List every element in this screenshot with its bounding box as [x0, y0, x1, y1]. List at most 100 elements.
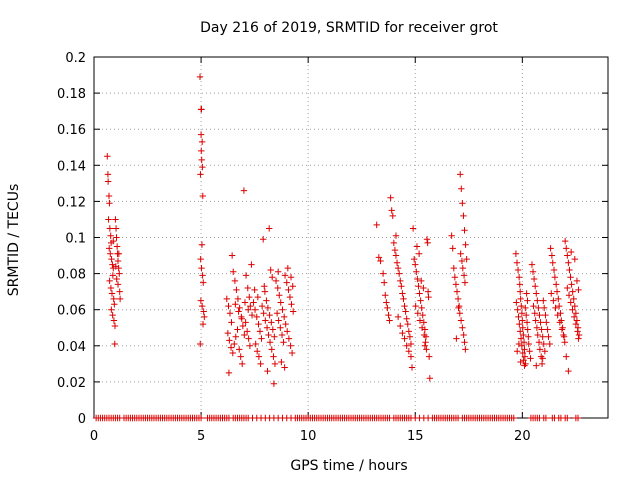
data-point — [104, 171, 112, 178]
data-point — [460, 212, 467, 220]
data-point — [405, 348, 413, 355]
data-point — [198, 147, 205, 155]
data-point — [569, 288, 576, 295]
data-point — [417, 297, 424, 304]
data-point — [530, 302, 537, 310]
data-point — [258, 302, 266, 310]
data-point — [415, 250, 423, 257]
data-point — [236, 346, 243, 353]
data-point — [107, 284, 115, 292]
data-point — [518, 302, 525, 310]
data-point — [536, 346, 544, 353]
data-point — [540, 340, 547, 348]
data-point — [418, 304, 425, 312]
data-point — [458, 257, 466, 265]
data-point — [259, 236, 267, 243]
data-point — [517, 358, 524, 366]
data-point — [413, 268, 420, 275]
data-point — [240, 187, 248, 194]
data-point — [268, 319, 275, 326]
data-point — [268, 346, 275, 353]
data-point — [540, 304, 548, 312]
data-point — [564, 252, 571, 259]
y-tick-label: 0.08 — [57, 268, 86, 283]
data-point — [237, 353, 244, 360]
data-point — [224, 329, 232, 337]
data-point — [453, 288, 461, 295]
data-point — [116, 288, 123, 295]
data-point — [197, 414, 205, 422]
data-point — [198, 138, 206, 146]
data-point — [449, 245, 456, 252]
x-tick-label: 0 — [90, 429, 98, 444]
data-point — [393, 259, 401, 266]
data-point — [404, 320, 411, 328]
data-point — [546, 340, 553, 348]
data-point — [526, 348, 533, 355]
data-point — [271, 360, 279, 368]
data-point — [278, 358, 285, 366]
data-point — [228, 319, 235, 326]
data-point — [106, 225, 114, 232]
data-point — [513, 299, 520, 306]
data-point — [199, 163, 206, 171]
data-point — [527, 355, 534, 362]
data-point — [383, 299, 390, 306]
data-point — [537, 319, 544, 326]
data-point — [534, 297, 541, 304]
data-point — [520, 338, 528, 346]
data-point — [226, 310, 234, 317]
data-point — [273, 310, 281, 317]
data-point — [114, 257, 122, 265]
data-point — [542, 414, 550, 422]
data-point — [254, 293, 262, 301]
data-point — [379, 270, 387, 277]
data-point — [274, 268, 282, 275]
data-point — [285, 335, 293, 342]
x-tick-label: 15 — [407, 429, 424, 444]
y-tick-label: 0.06 — [57, 304, 86, 319]
data-point — [243, 328, 251, 335]
data-point — [226, 337, 233, 344]
data-point — [521, 362, 528, 369]
data-point — [538, 360, 546, 368]
data-point — [112, 216, 119, 223]
data-point — [402, 308, 409, 315]
data-point — [530, 275, 538, 283]
data-point — [395, 270, 403, 277]
data-point — [261, 288, 269, 295]
data-point — [111, 340, 118, 348]
data-point — [575, 335, 582, 342]
data-point — [390, 239, 398, 247]
data-point — [457, 317, 465, 324]
x-tick-label: 5 — [197, 429, 205, 444]
data-point — [110, 317, 118, 324]
data-point — [286, 293, 294, 301]
data-point — [536, 311, 543, 319]
data-point — [112, 263, 120, 270]
data-point — [514, 306, 521, 313]
data-point — [515, 340, 523, 348]
data-point — [545, 333, 552, 340]
data-point — [575, 331, 583, 339]
data-point — [551, 274, 559, 281]
data-point — [234, 295, 242, 303]
y-tick-label: 0.1 — [65, 232, 86, 247]
data-point — [270, 353, 277, 360]
data-point — [253, 313, 260, 321]
data-point — [423, 236, 431, 243]
data-point — [276, 292, 283, 299]
data-point — [266, 311, 273, 319]
x-tick-label: 20 — [514, 429, 531, 444]
data-point — [560, 333, 568, 340]
data-point — [197, 297, 205, 304]
data-point — [289, 283, 296, 290]
data-point — [385, 311, 392, 319]
data-point — [572, 320, 580, 328]
data-point — [106, 245, 113, 252]
data-point — [461, 279, 469, 286]
data-point — [394, 264, 402, 272]
data-point — [389, 212, 396, 220]
data-point — [570, 313, 578, 321]
